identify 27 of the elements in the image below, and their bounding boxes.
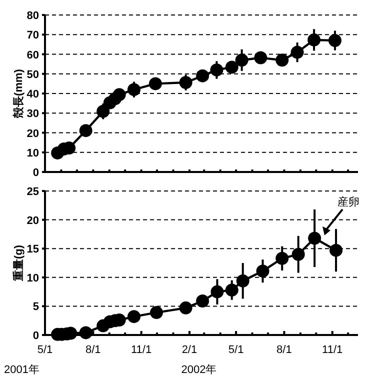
x-tick-label: 11/1 (131, 344, 152, 356)
y-tick-label: 25 (26, 186, 39, 198)
y-tick-label: 40 (26, 88, 39, 100)
y-tick-label: 10 (26, 272, 39, 284)
x-tick-label: 2/1 (182, 344, 198, 356)
text: 2001年 (4, 364, 40, 376)
y-tick-label: 30 (26, 108, 39, 120)
y-tick-label: 0 (32, 167, 39, 179)
text: 2002年 (181, 364, 217, 376)
x-tick-label: 8/1 (86, 344, 101, 356)
y-tick-label: 15 (26, 244, 39, 256)
y-axis-title: 重量(g) (12, 244, 25, 282)
y-tick-label: 0 (32, 330, 39, 342)
y-tick-label: 70 (26, 30, 39, 42)
y-tick-label: 10 (26, 147, 39, 160)
x-tick-label: 5/1 (228, 344, 244, 356)
y-tick-label: 60 (26, 49, 39, 62)
y-tick-label: 80 (26, 10, 39, 22)
y-axis-title: 殻長(mm) (12, 68, 25, 119)
x-tick-label: 5/1 (37, 344, 53, 356)
y-tick-label: 50 (26, 68, 39, 81)
x-tick-label: 11/1 (322, 344, 343, 356)
y-tick-label: 20 (26, 214, 39, 227)
y-tick-label: 5 (32, 301, 39, 314)
annotation: 産卵 (338, 195, 360, 208)
x-tick-label: 8/1 (276, 344, 292, 356)
y-tick-label: 20 (26, 128, 39, 140)
